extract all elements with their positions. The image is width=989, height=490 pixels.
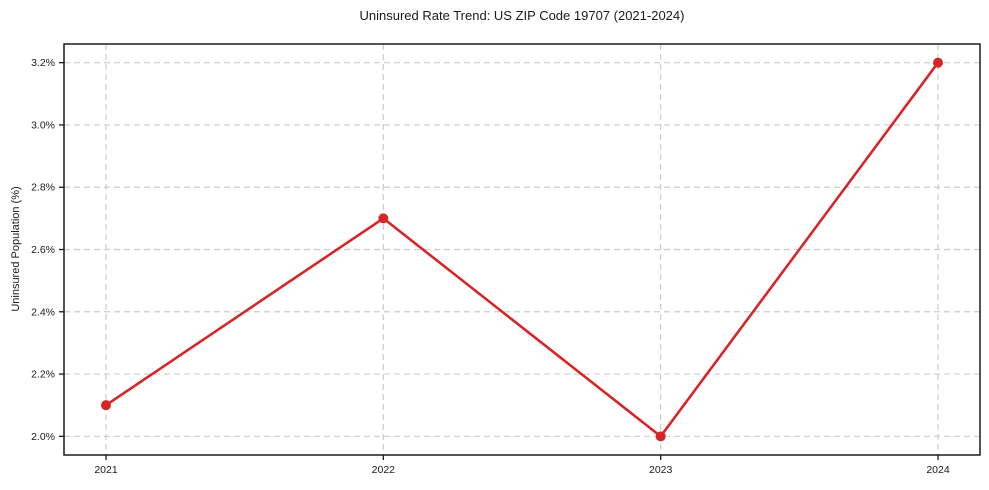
y-tick-label: 2.2% (31, 369, 55, 381)
x-tick-label: 2024 (926, 464, 950, 476)
data-point-marker (933, 57, 943, 68)
data-point-marker (101, 400, 111, 411)
data-point-marker (378, 213, 389, 224)
y-tick-label: 2.6% (31, 244, 55, 256)
chart-title: Uninsured Rate Trend: US ZIP Code 19707 … (359, 8, 685, 23)
trend-line (104, 61, 940, 438)
y-tick-label: 3.2% (31, 57, 55, 69)
x-tick-label: 2021 (94, 464, 118, 476)
x-tick-label: 2023 (649, 464, 673, 476)
y-tick-label: 3.0% (31, 119, 55, 131)
y-tick-label: 2.0% (31, 431, 55, 443)
y-tick-label: 2.4% (31, 306, 55, 318)
axes-frame (63, 43, 981, 456)
x-tick-label: 2022 (372, 464, 396, 476)
y-tick-label: 2.8% (31, 182, 55, 194)
data-point-marker (655, 431, 666, 442)
